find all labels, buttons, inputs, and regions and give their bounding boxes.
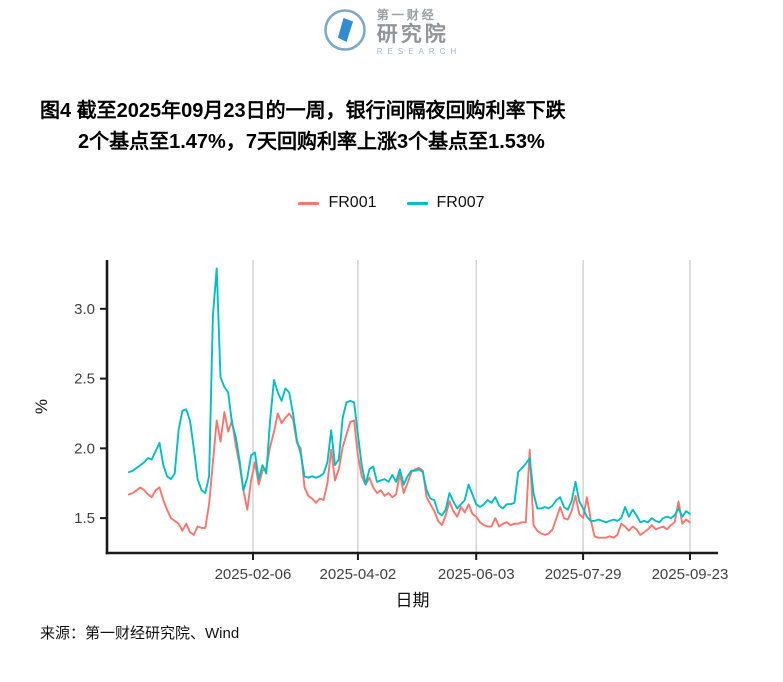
y-tick-label: 3.0 [74, 301, 95, 318]
logo: 第一财经 研究院 RESEARCH [0, 7, 783, 58]
y-tick-label: 1.5 [74, 510, 95, 527]
fr001-label: FR001 [328, 194, 377, 211]
fr007-label: FR007 [436, 194, 485, 211]
chart-legend: FR001 FR007 [0, 194, 783, 212]
source-note: 来源：第一财经研究院、Wind [40, 625, 240, 642]
x-tick-label: 2025-07-29 [545, 566, 622, 583]
figure-title-line1: 图4 截至2025年09月23日的一周，银行间隔夜回购利率下跌 [40, 100, 566, 122]
figure-title: 图4 截至2025年09月23日的一周，银行间隔夜回购利率下跌 2个基点至1.4… [40, 96, 750, 158]
figure-title-line2: 2个基点至1.47%，7天回购利率上涨3个基点至1.53% [78, 131, 545, 153]
legend-item-fr007: FR007 [406, 194, 485, 212]
y-tick-label: 2.5 [74, 371, 95, 388]
fr001-line [127, 411, 691, 539]
logo-icon [322, 7, 368, 58]
logo-line2: 研究院 [376, 23, 449, 46]
logo-wordmark: 第一财经 研究院 RESEARCH [377, 9, 461, 56]
logo-line3: RESEARCH [376, 47, 462, 56]
x-axis-title: 日期 [396, 591, 430, 610]
chart-svg: 2025-02-06 2025-04-02 2025-06-03 2025-07-29… [32, 260, 729, 610]
chart-area: 2025-02-06 2025-04-02 2025-06-03 2025-07-29… [0, 248, 783, 616]
x-tick-label: 2025-06-03 [438, 566, 515, 583]
fr007-key-line [406, 201, 428, 205]
fr007-line [127, 267, 691, 524]
x-tick-label: 2025-02-06 [215, 566, 292, 583]
x-tick-label: 2025-04-02 [320, 566, 397, 583]
x-tick-label: 2025-09-23 [652, 566, 729, 583]
y-tick-label: 2.0 [74, 440, 95, 457]
logo-line1: 第一财经 [376, 8, 437, 22]
legend-item-fr001: FR001 [298, 194, 377, 212]
fr001-key-line [298, 201, 320, 205]
y-axis-title: % [32, 399, 51, 414]
